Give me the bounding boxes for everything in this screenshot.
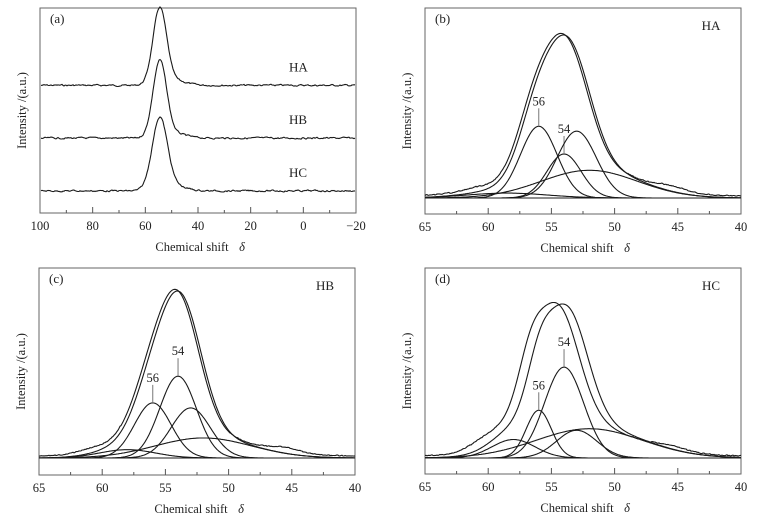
- x-tick-label: 50: [608, 480, 621, 494]
- panel-d: 65 60 55 50 45 40 Chemical shift δ Intensity /(a…: [400, 267, 748, 515]
- y-axis-label: Intensity /(a.u.): [400, 73, 414, 150]
- sample-label: HA: [702, 18, 721, 33]
- experimental-spectrum: [424, 301, 742, 457]
- peak-label: 56: [533, 94, 546, 108]
- panel-b: 65 60 55 50 45 40 Chemical shift δ Intensity /(a…: [400, 7, 748, 255]
- x-tick-label: 65: [419, 480, 432, 494]
- x-tick-label: 60: [139, 219, 152, 233]
- series-label: HB: [289, 112, 307, 127]
- sample-label: HC: [702, 278, 720, 293]
- x-tick-label: 40: [735, 220, 748, 234]
- x-tick-label: 45: [672, 480, 685, 494]
- x-tick-label: 65: [33, 481, 46, 495]
- fit-component-58: [39, 449, 355, 459]
- series-label: HC: [289, 165, 307, 180]
- x-tick-label: 40: [349, 481, 362, 495]
- fit-component-54: [39, 375, 355, 459]
- fit-component-53: [39, 407, 355, 459]
- x-tick-label: 55: [545, 220, 558, 234]
- series-label: HA: [289, 59, 308, 74]
- x-tick-label: −20: [346, 219, 366, 233]
- panel-a: 100 80 60 40 20 0 −20 Chemical shift δ Intensity …: [15, 6, 366, 254]
- x-tick-label: 50: [222, 481, 235, 495]
- x-axis-symbol: δ: [624, 501, 630, 515]
- experimental-spectrum: [424, 32, 742, 197]
- fit-component-58: [425, 438, 741, 459]
- fit-envelope: [39, 290, 355, 459]
- x-tick-label: 60: [96, 481, 109, 495]
- fit-component-56: [425, 125, 741, 199]
- x-tick-label: 0: [300, 219, 306, 233]
- x-tick-label: 55: [159, 481, 172, 495]
- y-axis-label: Intensity /(a.u.): [14, 333, 28, 410]
- x-axis-symbol: δ: [238, 502, 244, 516]
- x-tick-label: 100: [31, 219, 50, 233]
- x-tick-label: 80: [86, 219, 99, 233]
- x-tick-label: 40: [192, 219, 205, 233]
- plot-frame: [424, 7, 742, 215]
- fit-component-58_5: [424, 192, 741, 199]
- fit-envelope: [425, 34, 741, 199]
- panel-label: (a): [50, 11, 64, 26]
- spectrum-line-hc: [40, 116, 356, 193]
- plot-frame: [38, 267, 356, 476]
- panel-label: (c): [49, 271, 63, 286]
- x-tick-label: 50: [608, 220, 621, 234]
- x-axis-label: Chemical shift: [540, 241, 614, 255]
- x-axis-symbol: δ: [239, 240, 245, 254]
- peak-label: 56: [147, 371, 160, 385]
- x-axis-label: Chemical shift: [154, 502, 228, 516]
- experimental-spectrum: [39, 288, 356, 457]
- peak-label: 54: [172, 344, 185, 358]
- peak-label: 54: [558, 335, 571, 349]
- y-axis-label: Intensity /(a.u.): [400, 333, 414, 410]
- peak-label: 54: [558, 122, 571, 136]
- spectrum-line-ha: [40, 6, 356, 88]
- sample-label: HB: [316, 278, 334, 293]
- y-axis-label: Intensity /(a.u.): [15, 72, 29, 149]
- peak-label: 56: [533, 378, 546, 392]
- x-axis-symbol: δ: [624, 241, 630, 255]
- x-tick-label: 60: [482, 480, 495, 494]
- x-tick-label: 45: [286, 481, 299, 495]
- panel-label: (b): [435, 11, 450, 26]
- x-tick-label: 45: [672, 220, 685, 234]
- x-axis-label: Chemical shift: [540, 501, 614, 515]
- fit-envelope: [425, 303, 741, 459]
- x-tick-label: 65: [419, 220, 432, 234]
- x-tick-label: 40: [735, 480, 748, 494]
- x-tick-label: 60: [482, 220, 495, 234]
- plot-frame: [39, 7, 357, 214]
- x-axis-label: Chemical shift: [155, 240, 229, 254]
- spectrum-line-hb: [40, 58, 356, 140]
- x-tick-label: 55: [545, 480, 558, 494]
- panel-c: 65 60 55 50 45 40 Chemical shift δ Intensity /(a…: [14, 267, 362, 516]
- panel-label: (d): [435, 271, 450, 286]
- x-tick-label: 20: [244, 219, 257, 233]
